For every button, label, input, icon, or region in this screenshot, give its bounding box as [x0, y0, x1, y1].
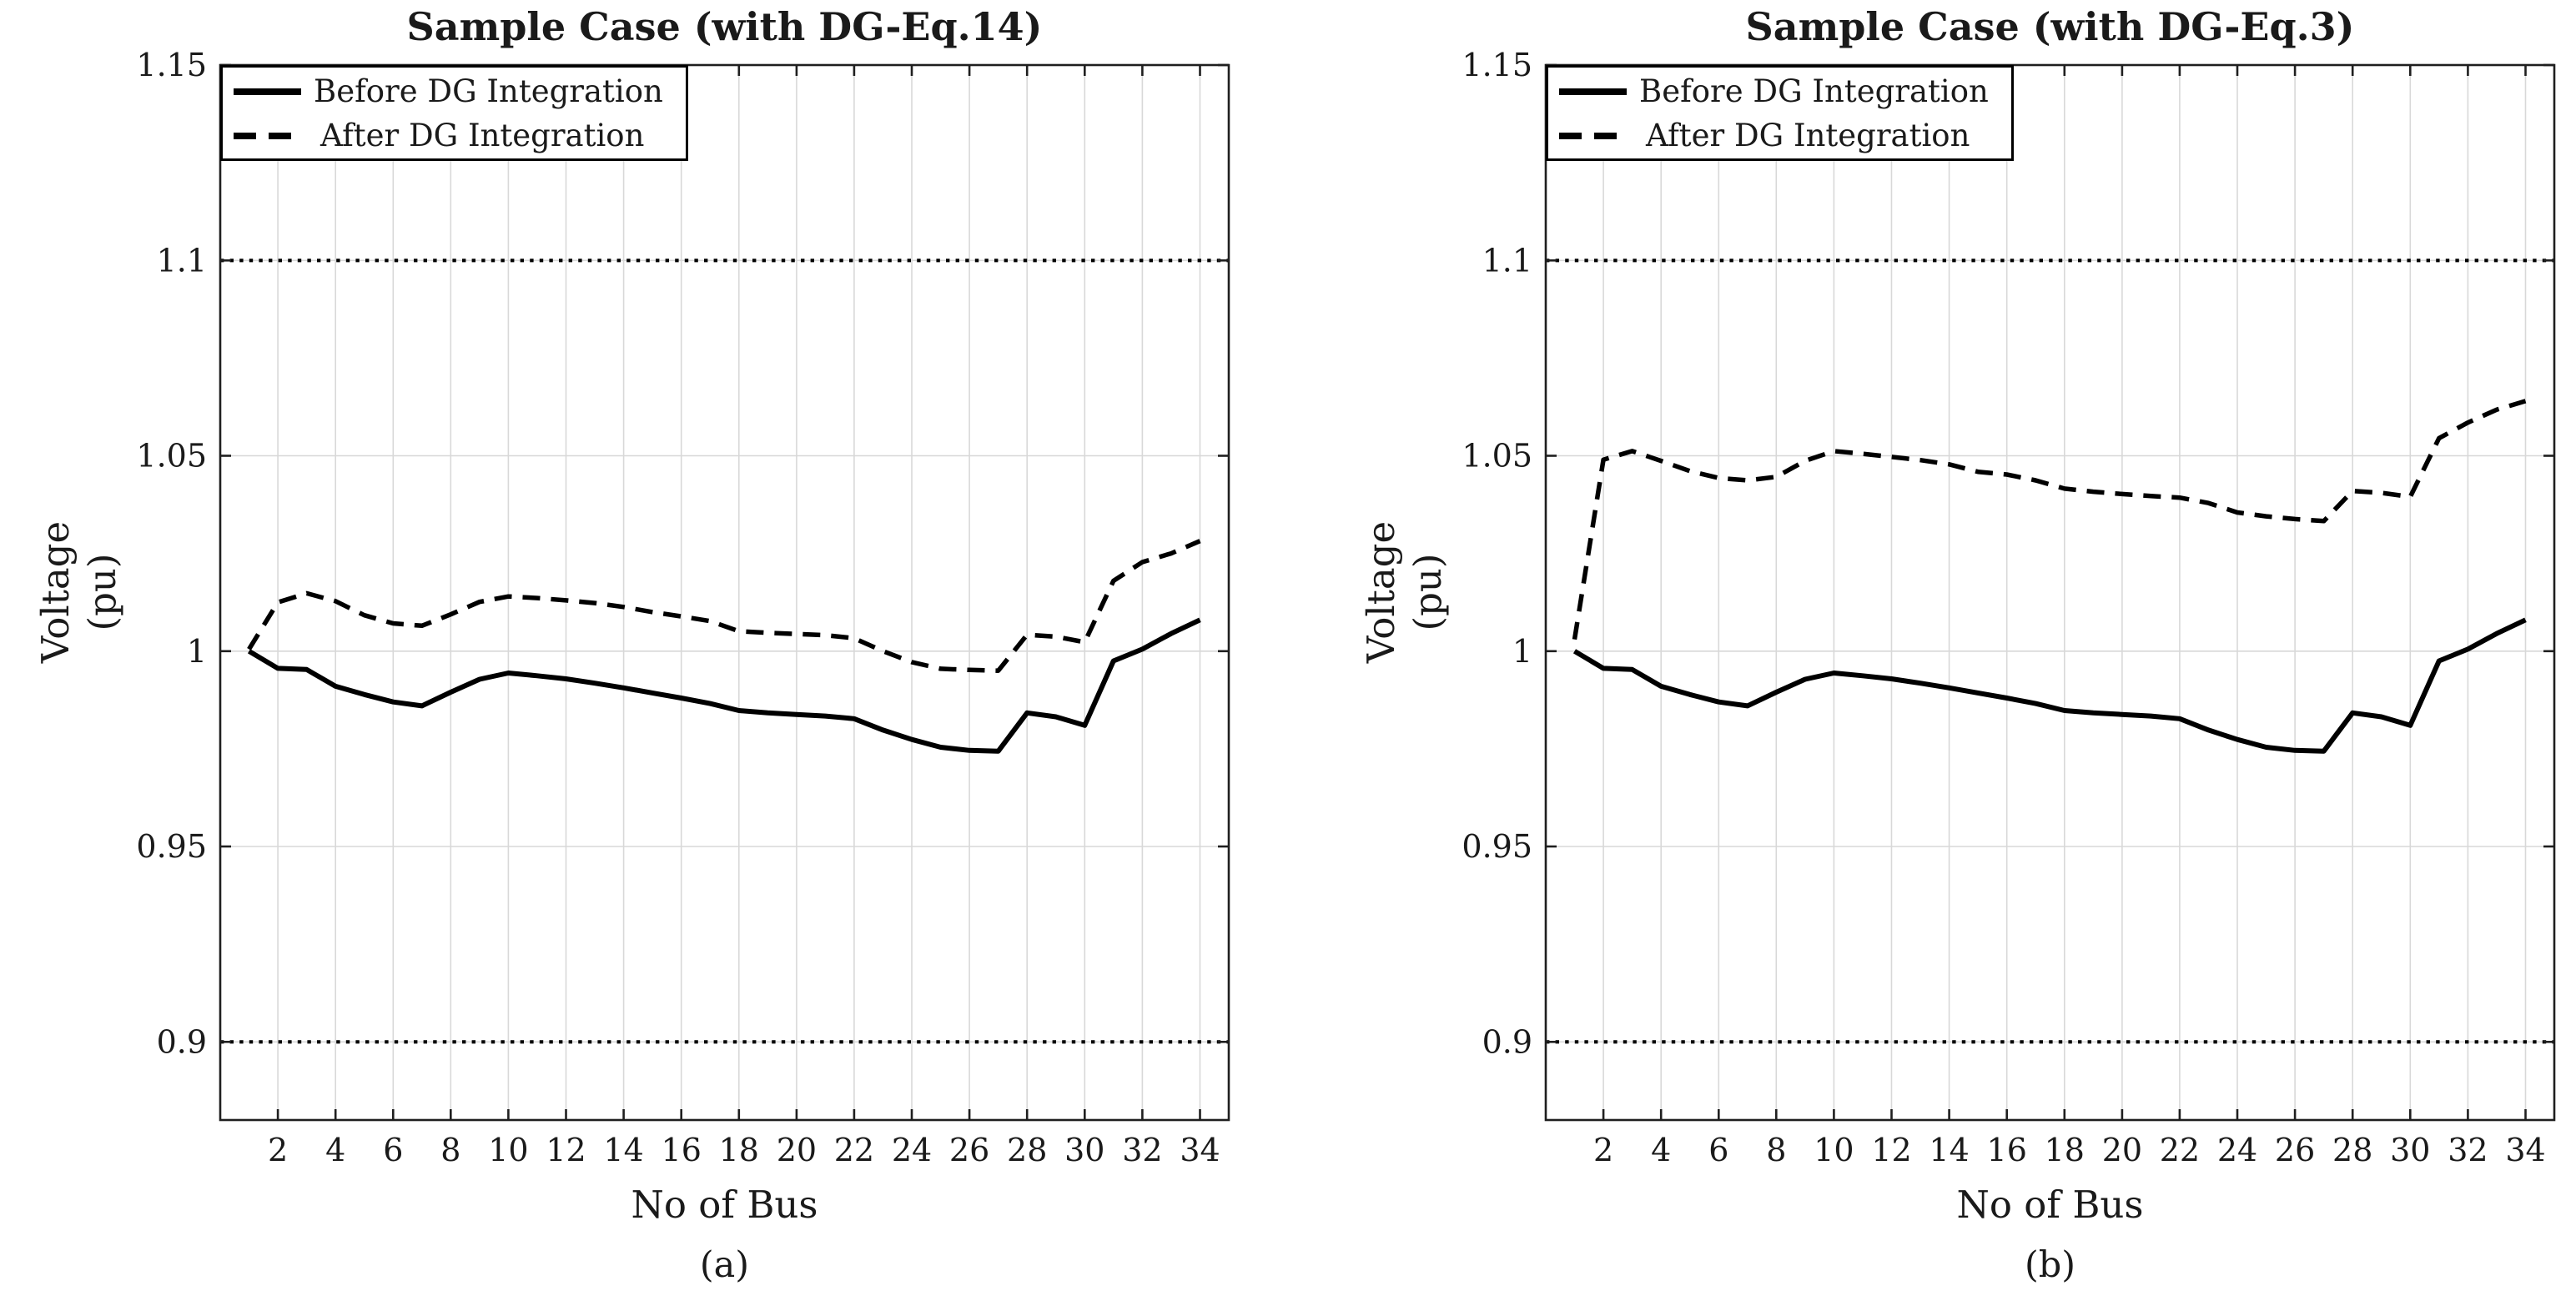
svg-text:20: 20 [777, 1132, 817, 1168]
svg-text:0.95: 0.95 [1462, 828, 1532, 865]
voltage-limit-lines [1546, 259, 2554, 1044]
chart-a: 2 4 6 8 10 12 14 16 18 20 22 24 26 28 30 32 340.90.9511.… [136, 47, 1230, 1168]
svg-text:16: 16 [662, 1132, 702, 1168]
svg-text:0.95: 0.95 [136, 828, 207, 865]
svg-text:22: 22 [834, 1132, 874, 1168]
svg-text:1.1: 1.1 [157, 242, 207, 279]
legend-row-after: After DG Integration [1559, 113, 2011, 158]
chart-a-x-axis-label: No of Bus [631, 1183, 818, 1227]
svg-text:12: 12 [1871, 1132, 1911, 1168]
svg-text:12: 12 [546, 1132, 586, 1168]
y-label-line2: (pu) [1406, 553, 1450, 631]
svg-text:6: 6 [383, 1132, 403, 1168]
axes-box [1544, 63, 2556, 1122]
svg-text:6: 6 [1708, 1132, 1728, 1168]
legend-row-before: Before DG Integration [1559, 69, 2011, 113]
series-dashed [1572, 399, 2527, 640]
chart-b-y-axis-label: Voltage (pu) [1358, 417, 1452, 767]
chart-b-x-axis-label: No of Bus [1956, 1183, 2144, 1227]
y-label-line2: (pu) [80, 553, 124, 631]
chart-a-y-axis-label: Voltage (pu) [33, 417, 126, 767]
chart-b: 2 4 6 8 10 12 14 16 18 20 22 24 26 28 30 32 340.90.9511.… [1462, 47, 2556, 1168]
chart-b-legend: Before DG Integration After DG Integrati… [1546, 65, 2014, 161]
chart-b-title: Sample Case (with DG-Eq.3) [1745, 4, 2355, 49]
svg-text:1.15: 1.15 [1462, 47, 1532, 83]
svg-text:8: 8 [440, 1132, 460, 1168]
axes-box [219, 63, 1230, 1122]
chart-b-caption: (b) [2024, 1244, 2076, 1286]
svg-text:1: 1 [1512, 633, 1532, 670]
legend-row-after: After DG Integration [234, 113, 686, 158]
legend-label-before: Before DG Integration [314, 73, 663, 109]
svg-text:34: 34 [2505, 1132, 2545, 1168]
legend-label-before: Before DG Integration [1639, 73, 1989, 109]
y-label-line1: Voltage [1359, 520, 1403, 664]
svg-text:8: 8 [1766, 1132, 1786, 1168]
svg-text:32: 32 [1122, 1132, 1162, 1168]
svg-text:22: 22 [2160, 1132, 2200, 1168]
y-label-line1: Voltage [33, 520, 78, 664]
svg-text:1.1: 1.1 [1482, 242, 1532, 279]
voltage-limit-lines [220, 259, 1229, 1044]
svg-text:0.9: 0.9 [157, 1023, 207, 1060]
svg-text:1.05: 1.05 [136, 438, 207, 475]
chart-a-title: Sample Case (with DG-Eq.14) [406, 4, 1043, 49]
svg-text:30: 30 [1064, 1132, 1104, 1168]
solid-line-icon [234, 88, 314, 95]
svg-text:16: 16 [1987, 1132, 2027, 1168]
svg-text:26: 26 [2275, 1132, 2315, 1168]
svg-text:30: 30 [2390, 1132, 2430, 1168]
gridlines [1546, 65, 2554, 1120]
tick-labels: 2 4 6 8 10 12 14 16 18 20 22 24 26 28 30 32 340.90.9511.… [1462, 47, 2545, 1168]
svg-text:2: 2 [1593, 1132, 1613, 1168]
svg-text:20: 20 [2102, 1132, 2142, 1168]
svg-text:1.15: 1.15 [136, 47, 207, 83]
legend-row-before: Before DG Integration [234, 69, 686, 113]
chart-a-legend: Before DG Integration After DG Integrati… [220, 65, 688, 161]
svg-text:24: 24 [892, 1132, 932, 1168]
svg-text:24: 24 [2217, 1132, 2257, 1168]
svg-text:10: 10 [488, 1132, 528, 1168]
svg-text:18: 18 [2045, 1132, 2085, 1168]
svg-text:4: 4 [325, 1132, 345, 1168]
series-dashed [247, 539, 1201, 673]
dashed-line-icon [234, 132, 314, 139]
solid-line-icon [1559, 88, 1639, 95]
svg-text:28: 28 [2332, 1132, 2372, 1168]
svg-text:1.05: 1.05 [1462, 438, 1532, 475]
series-solid [247, 617, 1201, 754]
svg-text:14: 14 [1929, 1132, 1969, 1168]
svg-text:14: 14 [603, 1132, 643, 1168]
tick-labels: 2 4 6 8 10 12 14 16 18 20 22 24 26 28 30 32 340.90.9511.… [136, 47, 1220, 1168]
svg-text:2: 2 [268, 1132, 288, 1168]
series-solid [1572, 617, 2527, 754]
legend-label-after: After DG Integration [1646, 118, 1970, 153]
svg-text:4: 4 [1651, 1132, 1671, 1168]
svg-text:34: 34 [1180, 1132, 1220, 1168]
svg-text:26: 26 [949, 1132, 989, 1168]
svg-text:28: 28 [1007, 1132, 1047, 1168]
svg-text:32: 32 [2448, 1132, 2488, 1168]
legend-label-after: After DG Integration [320, 118, 645, 153]
svg-text:0.9: 0.9 [1482, 1023, 1532, 1060]
dashed-line-icon [1559, 132, 1639, 139]
svg-text:1: 1 [187, 633, 207, 670]
chart-a-caption: (a) [699, 1244, 750, 1286]
svg-text:10: 10 [1814, 1132, 1854, 1168]
svg-text:18: 18 [719, 1132, 759, 1168]
